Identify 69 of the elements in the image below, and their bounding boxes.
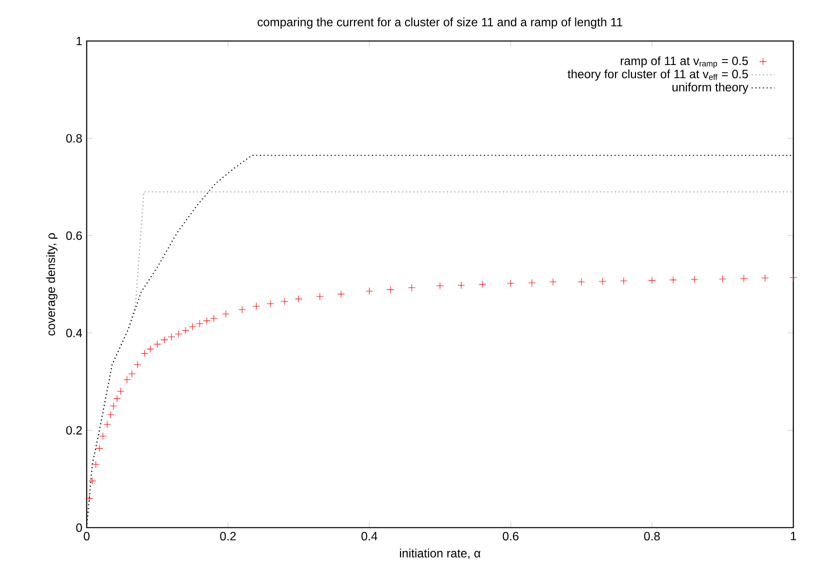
point [598, 278, 606, 286]
point [128, 370, 136, 378]
x-tick-label: 0 [84, 532, 90, 540]
point [154, 340, 162, 348]
y-axis-title: coverage density, ρ [46, 233, 58, 336]
point [761, 274, 769, 282]
point [718, 275, 726, 283]
point [549, 278, 557, 286]
point [620, 277, 628, 285]
y-tick-label: 0.6 [66, 231, 82, 240]
point [196, 320, 204, 328]
point [86, 494, 94, 502]
point [168, 333, 176, 341]
x-tick-label: 0.8 [644, 532, 660, 540]
point [160, 336, 168, 344]
point [386, 286, 394, 294]
point [506, 280, 514, 288]
y-tick-label: 0.4 [66, 328, 82, 338]
y-tick-label: 0.2 [66, 426, 82, 435]
point [146, 345, 154, 353]
point [106, 411, 114, 418]
legend-label: uniform theory [672, 82, 748, 94]
point [96, 444, 104, 452]
point [366, 287, 374, 295]
point [457, 282, 465, 290]
point [238, 306, 246, 314]
point [174, 330, 182, 338]
point [113, 394, 121, 402]
x-axis-title: initiation rate, α [400, 548, 480, 559]
point [203, 317, 211, 325]
point [103, 420, 111, 428]
point [210, 314, 218, 322]
point [316, 292, 324, 300]
point [690, 276, 698, 284]
point [648, 276, 656, 284]
chart-title: comparing the current for a cluster of size 11 and a ramp of length 11 [258, 18, 622, 29]
x-tick-label: 0.4 [361, 532, 378, 540]
point [182, 326, 190, 334]
point [252, 302, 260, 310]
y-tick-label: 1 [76, 36, 82, 46]
point [88, 477, 96, 485]
point [578, 278, 586, 286]
point [790, 274, 798, 282]
point [408, 284, 416, 292]
point [222, 310, 230, 318]
point [436, 282, 444, 290]
point [740, 274, 748, 282]
point [337, 290, 345, 298]
y-tick-label: 0 [76, 523, 82, 532]
x-tick-label: 0.6 [502, 532, 518, 540]
point [294, 295, 302, 303]
point [92, 460, 100, 468]
point [140, 350, 148, 358]
point [123, 376, 131, 384]
point [110, 402, 118, 410]
point [134, 360, 142, 368]
point [280, 298, 288, 306]
point [478, 280, 486, 288]
point [116, 388, 124, 396]
point [528, 279, 536, 287]
y-tick-label: 0.8 [66, 134, 82, 143]
point [669, 276, 677, 284]
point [99, 432, 107, 440]
point [188, 322, 196, 330]
legend-label: theory for cluster of 11 at v$_{eff}$ = 0.5 [568, 69, 748, 81]
point [266, 300, 274, 308]
x-tick-label: 0.2 [220, 532, 236, 540]
legend-label: ramp of 11 at v$_{ramp}$ = 0.5 [620, 56, 748, 68]
x-tick-label: 1 [790, 532, 796, 540]
